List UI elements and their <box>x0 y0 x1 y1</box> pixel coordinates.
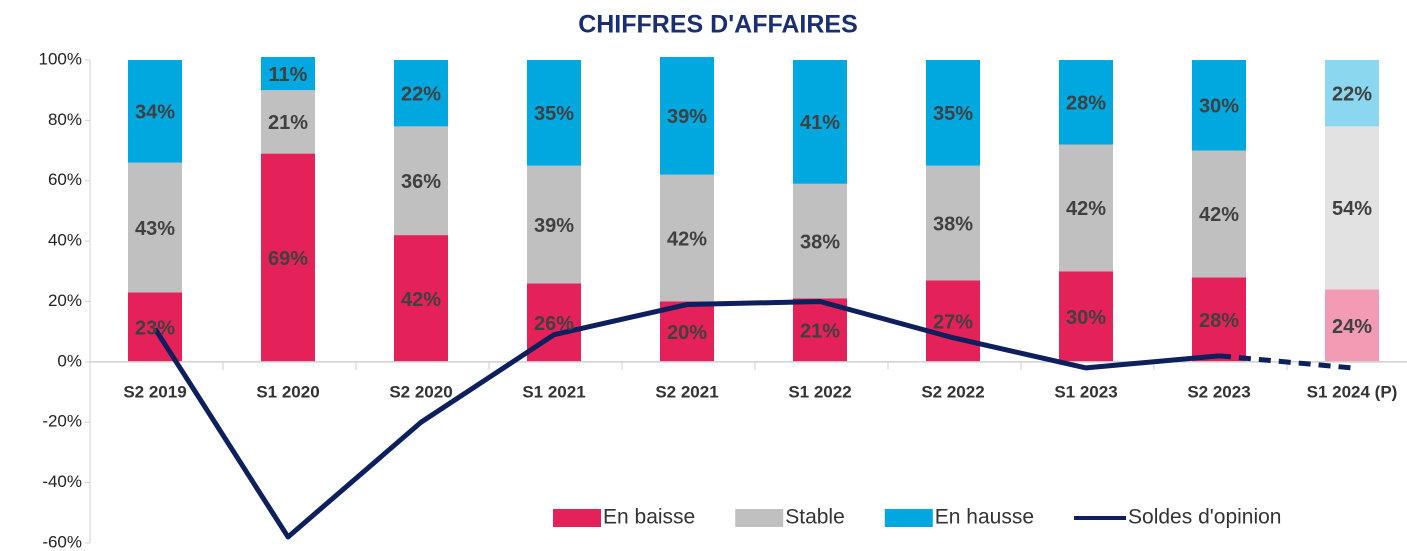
bar-segment <box>394 126 448 236</box>
value-label: 42% <box>1066 198 1106 220</box>
value-label: 36% <box>401 171 441 193</box>
value-label: 30% <box>1066 307 1106 329</box>
value-label: 28% <box>1066 93 1106 115</box>
bar-segment <box>793 183 847 299</box>
value-label: 42% <box>401 289 441 311</box>
y-tick-label: 0% <box>57 351 82 370</box>
y-tick-label: 60% <box>48 170 82 189</box>
value-label: 21% <box>268 112 308 134</box>
x-tick-label: S2 2020 <box>389 382 452 401</box>
x-tick-label: S1 2024 (P) <box>1307 382 1398 401</box>
bar-segment <box>1059 60 1113 145</box>
x-tick-label: S2 2022 <box>921 382 984 401</box>
value-label: 23% <box>135 317 175 339</box>
bar-segment <box>793 298 847 362</box>
value-label: 27% <box>933 311 973 333</box>
bar-segment <box>1059 271 1113 362</box>
y-tick-label: -20% <box>42 412 82 431</box>
value-label: 42% <box>667 228 707 250</box>
bar-segment <box>128 162 182 293</box>
bar-segment <box>1325 126 1379 290</box>
x-tick-label: S1 2020 <box>256 382 319 401</box>
value-label: 43% <box>135 218 175 240</box>
value-label: 54% <box>1332 198 1372 220</box>
bar-stack <box>793 60 847 362</box>
bar-stack <box>394 60 448 362</box>
legend-swatch <box>884 509 933 527</box>
legend-label: En hausse <box>935 506 1034 529</box>
bar-segment <box>128 60 182 163</box>
value-label: 38% <box>933 213 973 235</box>
value-label: 39% <box>534 215 574 237</box>
bar-segment <box>1059 144 1113 272</box>
bar-stack <box>261 56 315 362</box>
x-tick-label: S2 2019 <box>123 382 186 401</box>
value-label: 35% <box>534 103 574 125</box>
bar-stack <box>660 56 714 362</box>
bar-segment <box>1325 60 1379 127</box>
legend-label: Stable <box>785 506 845 529</box>
value-label: 22% <box>401 83 441 105</box>
bar-segment <box>394 60 448 127</box>
bar-segment <box>394 235 448 362</box>
bar-segment <box>1192 277 1246 362</box>
bar-segment <box>660 174 714 302</box>
value-label: 30% <box>1199 96 1239 118</box>
bar-segment <box>1192 60 1246 151</box>
value-label: 21% <box>800 320 840 342</box>
value-label: 69% <box>268 248 308 270</box>
x-tick-label: S1 2023 <box>1054 382 1117 401</box>
bar-segment <box>128 292 182 362</box>
legend-swatch <box>553 509 601 527</box>
bar-segment <box>527 60 581 166</box>
bar-segment <box>660 56 714 175</box>
bar-stack <box>926 60 980 362</box>
x-tick-label: S1 2021 <box>522 382 585 401</box>
legend-label: En baisse <box>603 506 695 529</box>
bar-segment <box>261 56 315 91</box>
value-label: 11% <box>269 64 308 86</box>
bar-stack <box>1325 60 1379 362</box>
value-label: 28% <box>1199 310 1239 332</box>
bar-stack <box>128 60 182 362</box>
x-tick-label: S2 2023 <box>1187 382 1250 401</box>
x-tick-label: S2 2021 <box>655 382 718 401</box>
value-label: 24% <box>1332 316 1372 338</box>
bar-segment <box>1192 150 1246 278</box>
x-tick-label: S1 2022 <box>788 382 851 401</box>
value-label: 35% <box>933 103 973 125</box>
bar-segment <box>261 153 315 362</box>
bar-segment <box>261 90 315 154</box>
y-tick-label: -40% <box>42 472 82 491</box>
value-label: 41% <box>800 112 840 134</box>
bar-segment <box>926 60 980 166</box>
value-label: 22% <box>1332 83 1372 105</box>
value-label: 42% <box>1199 204 1239 226</box>
value-label: 26% <box>534 313 574 335</box>
bar-stack <box>1059 60 1113 362</box>
value-label: 34% <box>135 102 175 124</box>
line-forecast <box>1218 353 1353 371</box>
y-tick-label: -60% <box>42 532 82 551</box>
legend-label: Soldes d'opinion <box>1128 506 1281 529</box>
value-label: 20% <box>667 322 707 344</box>
y-tick-label: 40% <box>48 231 82 250</box>
bar-segment <box>793 60 847 184</box>
y-tick-label: 80% <box>48 110 82 129</box>
value-label: 38% <box>800 231 840 253</box>
bar-segment <box>527 165 581 284</box>
bar-segment <box>926 165 980 281</box>
bar-segment <box>660 301 714 362</box>
bar-segment <box>1325 289 1379 362</box>
value-label: 39% <box>667 106 707 128</box>
chart-title: CHIFFRES D'AFFAIRES <box>578 11 858 39</box>
legend-swatch <box>735 509 784 527</box>
bar-stack <box>1192 60 1246 362</box>
line-series <box>152 299 1220 540</box>
y-tick-label: 100% <box>39 49 82 68</box>
bar-segment <box>926 280 980 362</box>
y-tick-label: 20% <box>48 291 82 310</box>
